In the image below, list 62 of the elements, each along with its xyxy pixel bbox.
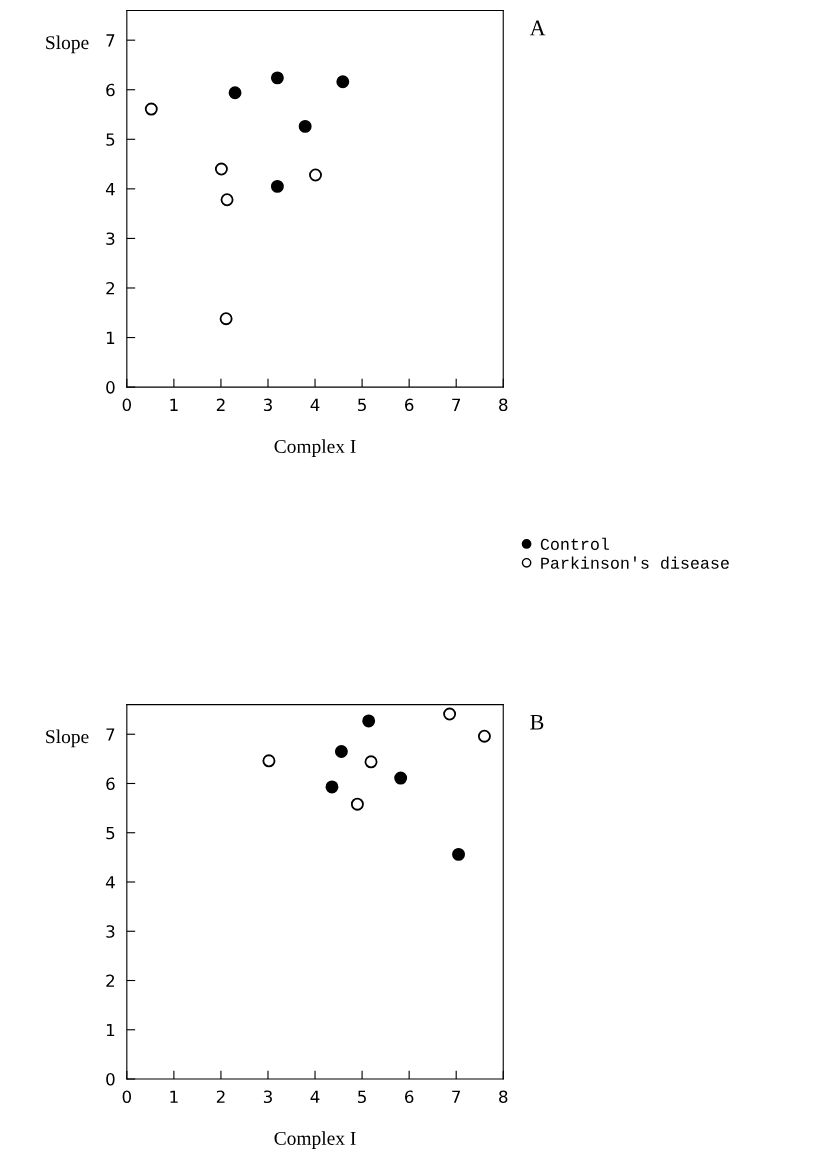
point	[334, 745, 348, 758]
y-axis-title: Slope	[46, 729, 89, 748]
x-tick-label: 4	[310, 398, 320, 411]
y-tick-label: 6	[106, 83, 115, 97]
y-tick-label: 5	[106, 826, 115, 840]
point	[309, 168, 322, 182]
x-tick-label: 1	[170, 1090, 178, 1103]
legend-label: Parkinson's disease	[541, 556, 729, 569]
x-axis-title: Complex I	[274, 439, 356, 457]
point	[477, 729, 491, 743]
x-tick-label: 8	[499, 398, 508, 412]
x-axis-title: Complex I	[274, 1131, 356, 1149]
x-tick-label: 6	[405, 398, 414, 412]
point	[364, 755, 378, 769]
y-tick-label: 1	[106, 331, 115, 344]
point	[144, 102, 158, 116]
point	[362, 714, 376, 728]
x-tick-label: 6	[405, 1090, 414, 1104]
text: B	[530, 714, 544, 730]
point	[228, 86, 242, 100]
x-tick-label: 7	[452, 398, 461, 411]
x-tick-label: 0	[122, 1090, 132, 1104]
x-tick-label: 3	[263, 1090, 272, 1104]
y-tick-label: 7	[106, 34, 115, 47]
y-tick-label: 3	[106, 232, 115, 245]
point	[220, 193, 234, 207]
x-tick-label: 1	[170, 398, 178, 411]
y-tick-label: 4	[105, 183, 115, 196]
point	[336, 75, 350, 89]
point	[394, 771, 408, 785]
y-tick-label: 2	[106, 281, 115, 295]
x-tick-label: 8	[499, 1090, 508, 1104]
y-tick-label: 0	[106, 1072, 115, 1086]
y-tick-label: 1	[106, 1023, 115, 1037]
y-tick-label: 7	[106, 728, 115, 741]
text: A	[529, 20, 546, 36]
legend-label: Control	[540, 537, 610, 550]
x-tick-label: 4	[310, 1090, 320, 1103]
point	[350, 797, 364, 811]
y-tick-label: 2	[106, 974, 115, 987]
x-tick-label: 5	[358, 398, 366, 412]
y-tick-label: 4	[105, 876, 115, 889]
y-tick-label: 0	[106, 381, 115, 394]
x-tick-label: 2	[216, 1090, 225, 1103]
x-tick-label: 7	[452, 1090, 461, 1103]
x-tick-label: 2	[216, 398, 225, 411]
point	[270, 179, 284, 193]
point	[262, 754, 276, 768]
point	[325, 780, 339, 794]
x-tick-label: 3	[263, 398, 272, 412]
y-axis-title: Slope	[46, 35, 89, 54]
point	[298, 119, 312, 133]
y-tick-label: 6	[106, 777, 115, 791]
y-tick-label: 3	[106, 925, 115, 938]
point	[270, 71, 284, 85]
x-tick-label: 5	[358, 1090, 366, 1104]
point	[219, 312, 233, 326]
y-tick-label: 5	[106, 133, 115, 146]
point	[452, 847, 466, 861]
point	[443, 707, 457, 721]
x-tick-label: 0	[122, 398, 132, 412]
point	[214, 162, 228, 176]
